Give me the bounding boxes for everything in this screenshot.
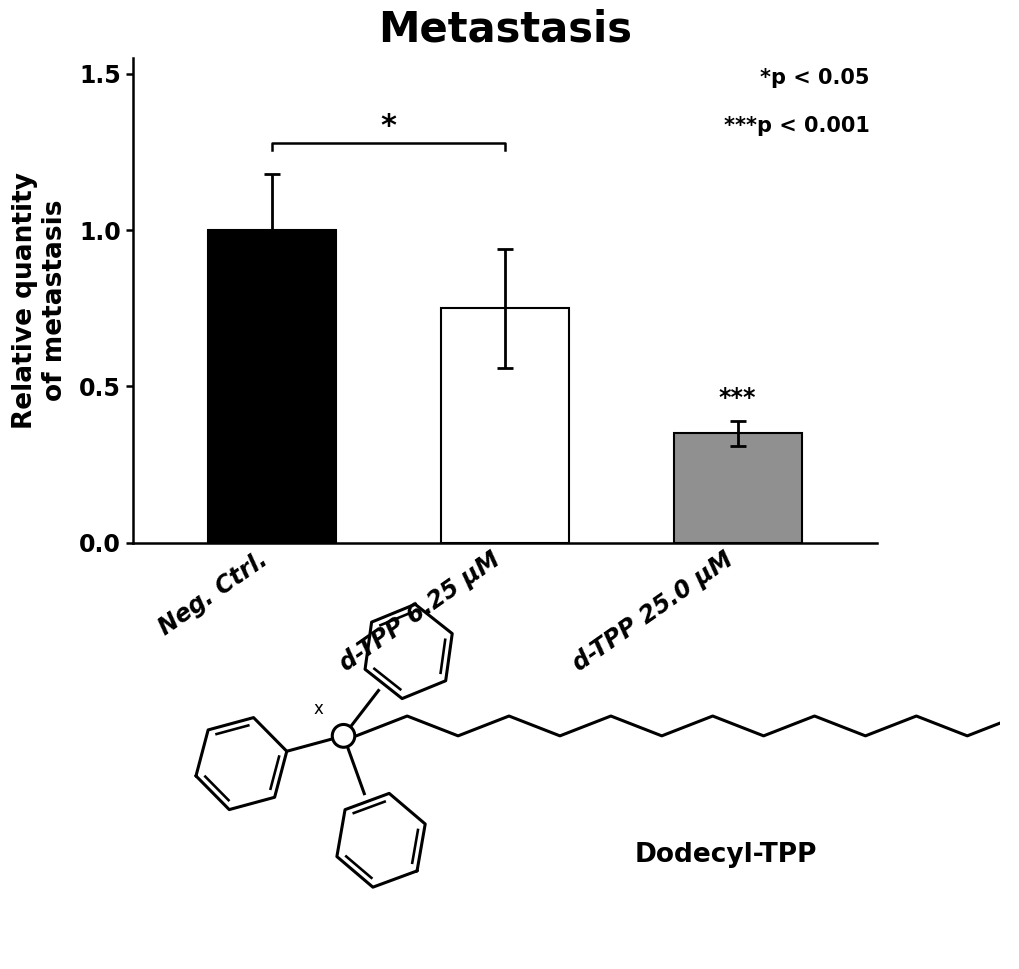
Bar: [673, 433, 801, 543]
Y-axis label: Relative quantity
of metastasis: Relative quantity of metastasis: [12, 172, 67, 429]
Text: x: x: [313, 700, 323, 718]
Title: Metastasis: Metastasis: [377, 9, 632, 50]
Text: *p < 0.05: *p < 0.05: [759, 68, 869, 88]
Text: ***p < 0.001: ***p < 0.001: [723, 116, 869, 137]
Circle shape: [332, 725, 355, 747]
Bar: [440, 308, 569, 543]
Text: Dodecyl-TPP: Dodecyl-TPP: [634, 842, 816, 868]
Text: *: *: [380, 112, 396, 141]
Text: ***: ***: [718, 386, 756, 410]
Bar: [208, 230, 336, 543]
